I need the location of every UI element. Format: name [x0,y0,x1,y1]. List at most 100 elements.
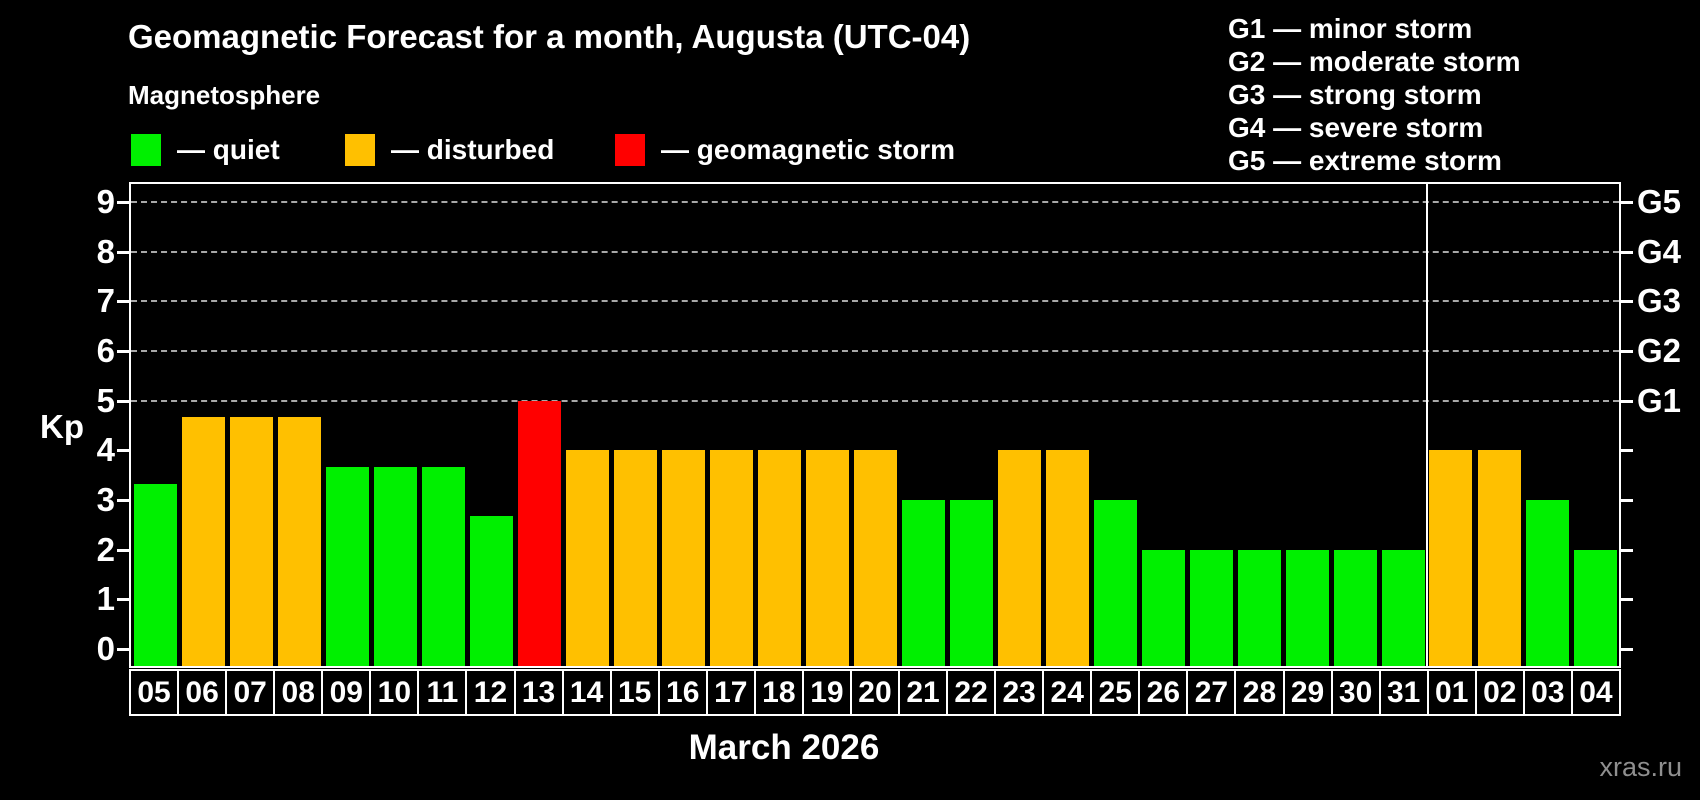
bar-day-02 [1477,450,1521,666]
x-axis-day-labels: 05 06 07 08 09 10 11 12 13 14 15 16 17 18 19 20 21 22 23 24… [129,669,1621,716]
y-axis-tick-right-2 [1621,548,1633,552]
bar-day-14 [565,450,609,666]
y-axis-tick-left-8 [117,250,129,254]
bar-day-01 [1429,450,1473,666]
y-axis-title: Kp [40,408,84,445]
bar-day-18 [757,450,801,666]
y-axis-tick-right-0 [1621,648,1633,652]
y-axis-tick-left-3 [117,499,129,503]
y-axis-tick-right-7 [1621,300,1633,304]
bar-day-06 [181,417,225,666]
y-axis-tick-left-2 [117,548,129,552]
day-label-27: 27 [1186,669,1237,716]
y-axis-tick-right-8 [1621,250,1633,254]
day-label-28: 28 [1234,669,1285,716]
y-axis-tick-left-9 [117,200,129,204]
day-label-14: 14 [561,669,612,716]
y-axis-tick-left-4 [117,449,129,453]
day-label-01: 01 [1426,669,1477,716]
bar-day-19 [805,450,849,666]
bar-day-26 [1141,549,1185,666]
bar-day-11 [421,466,465,666]
storm-scale-line-g3: G3 — strong storm [1228,79,1482,110]
storm-scale-line-g5: G5 — extreme storm [1228,145,1502,176]
y-axis-label-3: 3 [96,481,115,519]
gridline-7 [131,300,1619,303]
day-label-29: 29 [1282,669,1333,716]
y-axis-label-1: 1 [96,580,115,618]
bar-day-15 [613,450,657,666]
y-axis-label-2: 2 [96,530,115,568]
day-label-24: 24 [1042,669,1093,716]
gridline-5 [131,399,1619,402]
day-label-20: 20 [849,669,900,716]
bar-day-13 [517,400,561,666]
bar-day-10 [373,466,417,666]
storm-scale-line-g2: G2 — moderate storm [1228,46,1521,77]
disturbed-color-swatch [345,134,375,166]
day-label-03: 03 [1522,669,1573,716]
bar-day-04 [1573,549,1617,666]
day-label-05: 05 [129,669,180,716]
bar-day-31 [1381,549,1425,666]
day-label-31: 31 [1378,669,1429,716]
bar-day-28 [1237,549,1281,666]
y-axis-label-6: 6 [96,331,115,369]
y-axis-tick-right-1 [1621,598,1633,602]
bar-day-08 [277,417,321,666]
quiet-color-swatch [131,134,161,166]
plot-inner [131,184,1619,666]
legend-item-disturbed: — disturbed [345,133,554,167]
legend-label-storm: — geomagnetic storm [661,134,956,165]
g-scale-label-g3: G3 [1637,282,1682,320]
g-scale-label-g2: G2 [1637,331,1682,369]
bar-day-27 [1189,549,1233,666]
y-axis-tick-right-5 [1621,399,1633,403]
y-axis-tick-right-4 [1621,449,1633,453]
storm-scale-legend: G1 — minor storm G2 — moderate storm G3 … [1228,12,1521,177]
day-label-21: 21 [898,669,949,716]
bar-day-25 [1093,500,1137,666]
day-label-04: 04 [1570,669,1621,716]
y-axis-tick-left-5 [117,399,129,403]
plot-area [129,182,1621,668]
y-axis-tick-right-3 [1621,499,1633,503]
bar-day-23 [997,450,1041,666]
bar-day-03 [1525,500,1569,666]
bar-day-16 [661,450,705,666]
y-axis-label-7: 7 [96,282,115,320]
gridline-8 [131,250,1619,253]
bar-day-24 [1045,450,1089,666]
gridline-9 [131,200,1619,203]
legend-heading: Magnetosphere [128,80,321,110]
bar-day-17 [709,450,753,666]
day-label-16: 16 [657,669,708,716]
bar-day-09 [325,466,369,666]
day-label-07: 07 [225,669,276,716]
day-label-25: 25 [1090,669,1141,716]
day-label-22: 22 [946,669,997,716]
bar-day-20 [853,450,897,666]
day-label-19: 19 [801,669,852,716]
day-label-02: 02 [1474,669,1525,716]
day-label-30: 30 [1330,669,1381,716]
day-label-26: 26 [1138,669,1189,716]
watermark: xras.ru [1599,752,1682,782]
bar-day-07 [229,417,273,666]
day-label-08: 08 [273,669,324,716]
storm-scale-line-g1: G1 — minor storm [1228,13,1473,44]
day-label-09: 09 [321,669,372,716]
bar-day-12 [469,516,513,666]
y-axis-tick-left-0 [117,648,129,652]
y-axis-tick-left-6 [117,349,129,353]
bar-day-22 [949,500,993,666]
y-axis-tick-right-6 [1621,349,1633,353]
g-scale-label-g5: G5 [1637,182,1682,220]
day-label-12: 12 [465,669,516,716]
storm-color-swatch [615,134,645,166]
day-label-23: 23 [994,669,1045,716]
x-axis-title: March 2026 [688,728,880,767]
bar-day-21 [901,500,945,666]
g-scale-label-g1: G1 [1637,381,1682,419]
day-label-18: 18 [753,669,804,716]
